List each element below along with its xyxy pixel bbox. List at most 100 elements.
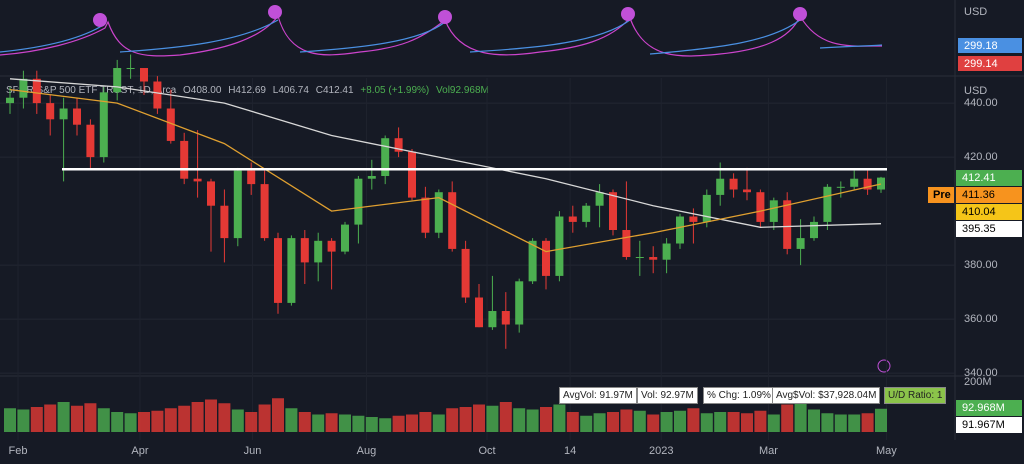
volume-bar — [446, 408, 459, 432]
candle-body — [595, 192, 604, 206]
volume-bar — [781, 404, 794, 432]
volume-bar — [473, 404, 485, 432]
volume-bar — [419, 412, 432, 432]
indicator-markers — [93, 5, 807, 27]
candle-body — [180, 140, 189, 179]
candle-body — [367, 176, 376, 179]
candle-body — [394, 138, 403, 152]
volume-bar — [848, 414, 861, 432]
volume-bar — [111, 412, 124, 432]
candle-body — [555, 216, 564, 276]
volume-label: 92.968M — [962, 402, 1005, 414]
candle-body — [233, 170, 242, 239]
volume-bar — [513, 408, 526, 432]
candle-body — [716, 178, 725, 195]
volume-bar — [459, 407, 472, 432]
candle-body — [434, 192, 443, 233]
volume-bar — [178, 405, 191, 432]
volume-bar — [339, 414, 351, 432]
candle-body — [582, 205, 591, 222]
x-tick-label: Jun — [244, 445, 262, 457]
candle-body — [448, 192, 457, 249]
indicator-label: 299.14 — [964, 58, 998, 70]
volume-bar — [138, 412, 150, 432]
volume-bar — [499, 402, 512, 432]
candle-body — [810, 221, 818, 239]
candle-body — [729, 178, 738, 190]
volume-stat: % Chg: 1.09% — [703, 387, 775, 404]
candle-body — [73, 108, 81, 125]
candle-body — [528, 240, 537, 282]
candle-body — [207, 181, 215, 206]
candle-body — [488, 311, 497, 328]
price-label: 411.36 — [962, 189, 995, 201]
x-tick-label: Apr — [131, 445, 148, 457]
candle-body — [314, 240, 323, 263]
candle-body — [19, 78, 28, 98]
volume-bar — [4, 408, 16, 432]
volume-bar — [861, 413, 874, 432]
candle-body — [689, 216, 698, 222]
volume-bar — [285, 408, 298, 432]
candle-body — [823, 186, 832, 222]
candle-body — [568, 216, 577, 222]
volume-bar — [674, 410, 686, 432]
candle-body — [676, 216, 684, 244]
candle-body — [300, 238, 309, 263]
x-tick-label: Oct — [478, 445, 495, 457]
candle-body — [166, 108, 175, 141]
y-tick-label: 440.00 — [964, 97, 998, 109]
candle-body — [475, 297, 483, 328]
candle-body — [260, 184, 269, 239]
candle-body — [274, 238, 282, 303]
volume-bar — [17, 409, 30, 432]
price-label: 395.35 — [962, 223, 996, 235]
volume-bar — [205, 399, 217, 432]
moving-average — [9, 78, 882, 228]
volume-label-box — [956, 417, 1022, 433]
indicator-label-box — [958, 56, 1022, 71]
legend-open: O408.00 — [183, 85, 222, 96]
candle-body — [421, 197, 430, 233]
indicator-line — [0, 19, 883, 55]
indicator-label-box — [958, 38, 1022, 53]
volume-bar — [272, 398, 284, 432]
volume-bar — [660, 412, 673, 432]
volume-bar — [794, 402, 807, 432]
candle-body — [863, 178, 872, 190]
candle-body — [6, 97, 14, 104]
price-label-box — [956, 170, 1022, 186]
volume-bar — [392, 415, 405, 432]
volume-bar — [298, 412, 311, 432]
volume-bar — [808, 409, 820, 432]
candle-body — [153, 81, 162, 109]
alert-icon[interactable] — [877, 359, 891, 373]
candle-body — [743, 189, 751, 193]
candle-body — [327, 240, 336, 252]
volume-stat: Avg$Vol: $37,928.04M — [772, 387, 881, 404]
candle-body — [247, 170, 256, 185]
candle-body — [609, 192, 617, 231]
volume-bar — [71, 405, 83, 432]
candle-body — [501, 311, 510, 325]
legend-symbol: SPDR S&P 500 ETF TRUST, 1D, Arca — [6, 85, 177, 96]
candle-body — [381, 138, 390, 177]
candle-body — [836, 186, 845, 188]
currency: USD — [964, 85, 987, 97]
indicator-label: 299.18 — [964, 40, 998, 52]
pre-tag-box — [928, 187, 954, 203]
x-tick-label: May — [876, 445, 897, 457]
x-tick-label: 2023 — [649, 445, 673, 457]
volume-bar — [727, 412, 740, 432]
volume-bar — [687, 408, 700, 432]
legend-close: C412.41 — [316, 85, 354, 96]
volume-bar — [325, 413, 338, 432]
x-tick-label: Mar — [759, 445, 778, 457]
volume-bar — [124, 413, 137, 432]
volume-bar — [700, 413, 713, 432]
volume-label: 91.967M — [962, 419, 1005, 431]
volume-label-box — [956, 400, 1022, 416]
